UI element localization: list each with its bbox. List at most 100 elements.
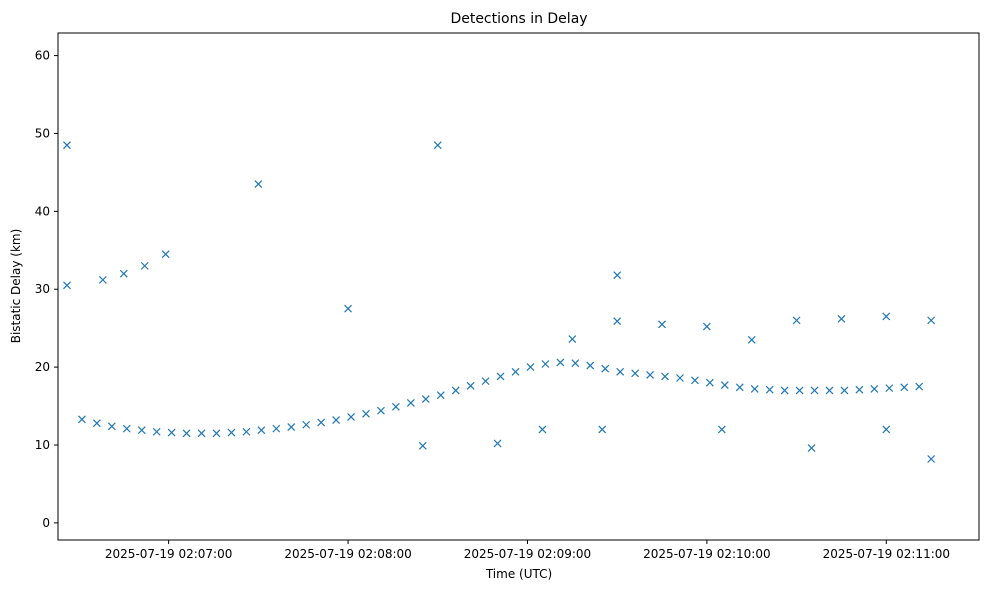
x-tick-label: 2025-07-19 02:08:00: [284, 547, 411, 561]
chart-title: Detections in Delay: [450, 11, 587, 27]
data-point: [77, 415, 86, 424]
data-point: [792, 316, 801, 325]
data-point: [272, 424, 281, 433]
data-point: [750, 384, 759, 393]
data-point: [481, 377, 490, 386]
data-point: [885, 384, 894, 393]
data-point: [418, 441, 427, 450]
data-point: [317, 418, 326, 427]
data-point: [140, 261, 149, 270]
data-point: [98, 275, 107, 284]
data-point: [344, 304, 352, 313]
y-tick-label: 10: [35, 438, 50, 452]
data-point: [377, 406, 385, 415]
data-point: [107, 422, 116, 431]
y-tick-label: 60: [35, 49, 50, 63]
data-point: [780, 386, 789, 395]
data-point: [837, 314, 846, 323]
data-point: [646, 370, 654, 379]
data-point: [661, 372, 669, 381]
data-point: [254, 180, 263, 189]
x-axis-ticks: 2025-07-19 02:07:00 2025-07-19 02:08:00 20…: [105, 540, 950, 561]
data-point: [825, 386, 834, 395]
data-point: [406, 399, 415, 407]
data-point: [538, 425, 547, 434]
data-point: [568, 335, 577, 343]
data-point: [613, 317, 622, 326]
data-point: [212, 429, 221, 438]
x-tick-label: 2025-07-19 02:09:00: [464, 547, 591, 561]
data-point: [658, 320, 666, 329]
data-point: [242, 427, 251, 436]
x-tick-label: 2025-07-19 02:07:00: [105, 547, 232, 561]
data-point: [747, 335, 756, 344]
data-point: [493, 439, 502, 448]
data-point: [182, 429, 191, 438]
data-point: [496, 372, 505, 381]
data-point: [598, 425, 607, 434]
data-point: [526, 363, 535, 372]
data-point: [421, 395, 430, 403]
data-point: [92, 419, 101, 428]
data-points: [63, 141, 936, 463]
data-point: [451, 386, 460, 395]
x-tick-label: 2025-07-19 02:10:00: [643, 547, 770, 561]
y-axis-ticks: 0 10 20 30 40 50 60: [35, 49, 58, 530]
data-point: [840, 386, 849, 395]
data-point: [586, 361, 595, 370]
data-point: [287, 423, 296, 431]
data-point: [717, 425, 726, 434]
data-point: [227, 428, 236, 437]
data-point: [433, 141, 442, 150]
plot-area: [57, 32, 980, 541]
data-point: [765, 385, 774, 394]
data-point: [631, 369, 640, 378]
data-point: [511, 367, 520, 376]
data-point: [915, 382, 924, 391]
data-point: [795, 386, 804, 395]
data-point: [152, 427, 161, 436]
y-axis-label: Bistatic Delay (km): [9, 229, 23, 344]
data-point: [167, 428, 176, 437]
data-point: [63, 281, 71, 290]
x-axis-label: Time (UTC): [485, 567, 552, 581]
y-tick-label: 20: [35, 360, 50, 374]
data-point: [927, 316, 936, 325]
data-point: [302, 420, 311, 429]
data-point: [676, 374, 684, 382]
data-point: [927, 455, 936, 463]
data-point: [616, 367, 625, 376]
x-tick-label: 2025-07-19 02:11:00: [823, 547, 950, 561]
data-point: [122, 424, 131, 433]
data-point: [541, 360, 550, 368]
data-point: [613, 271, 622, 280]
data-point: [391, 402, 400, 411]
data-point: [556, 358, 565, 367]
data-point: [810, 386, 819, 395]
data-point: [601, 364, 610, 373]
y-tick-label: 0: [42, 516, 50, 530]
y-tick-label: 40: [35, 204, 50, 218]
y-tick-label: 30: [35, 282, 50, 296]
data-point: [882, 425, 891, 434]
data-point: [63, 141, 71, 150]
data-point: [691, 376, 699, 385]
data-point: [257, 426, 266, 435]
data-point: [855, 385, 864, 394]
data-point: [362, 409, 370, 418]
data-point: [197, 429, 206, 438]
data-point: [870, 384, 879, 393]
data-point: [119, 269, 128, 278]
data-point: [900, 383, 909, 392]
data-point: [332, 416, 341, 424]
data-point: [735, 383, 744, 392]
data-point: [466, 381, 475, 390]
data-point: [137, 426, 146, 435]
data-point: [702, 322, 711, 331]
data-point: [720, 381, 729, 389]
y-tick-label: 50: [35, 126, 50, 140]
data-point: [436, 391, 445, 400]
data-point: [161, 250, 170, 259]
data-point: [705, 378, 714, 387]
